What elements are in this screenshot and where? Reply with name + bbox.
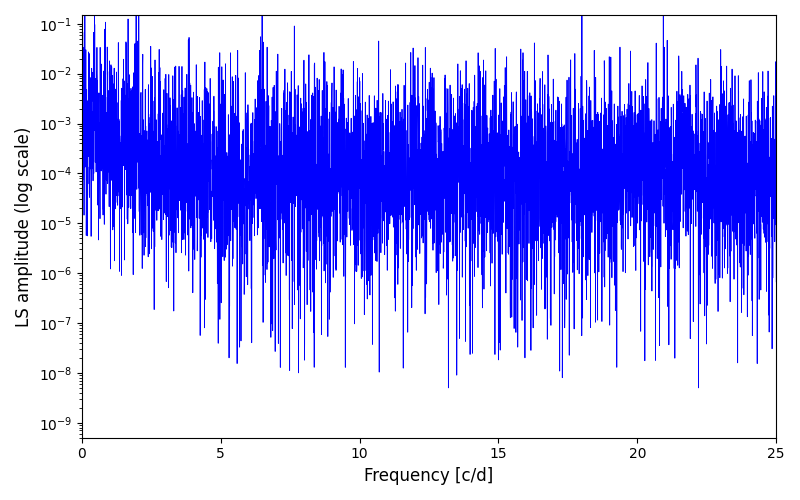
Y-axis label: LS amplitude (log scale): LS amplitude (log scale) [15,126,33,326]
X-axis label: Frequency [c/d]: Frequency [c/d] [364,467,494,485]
